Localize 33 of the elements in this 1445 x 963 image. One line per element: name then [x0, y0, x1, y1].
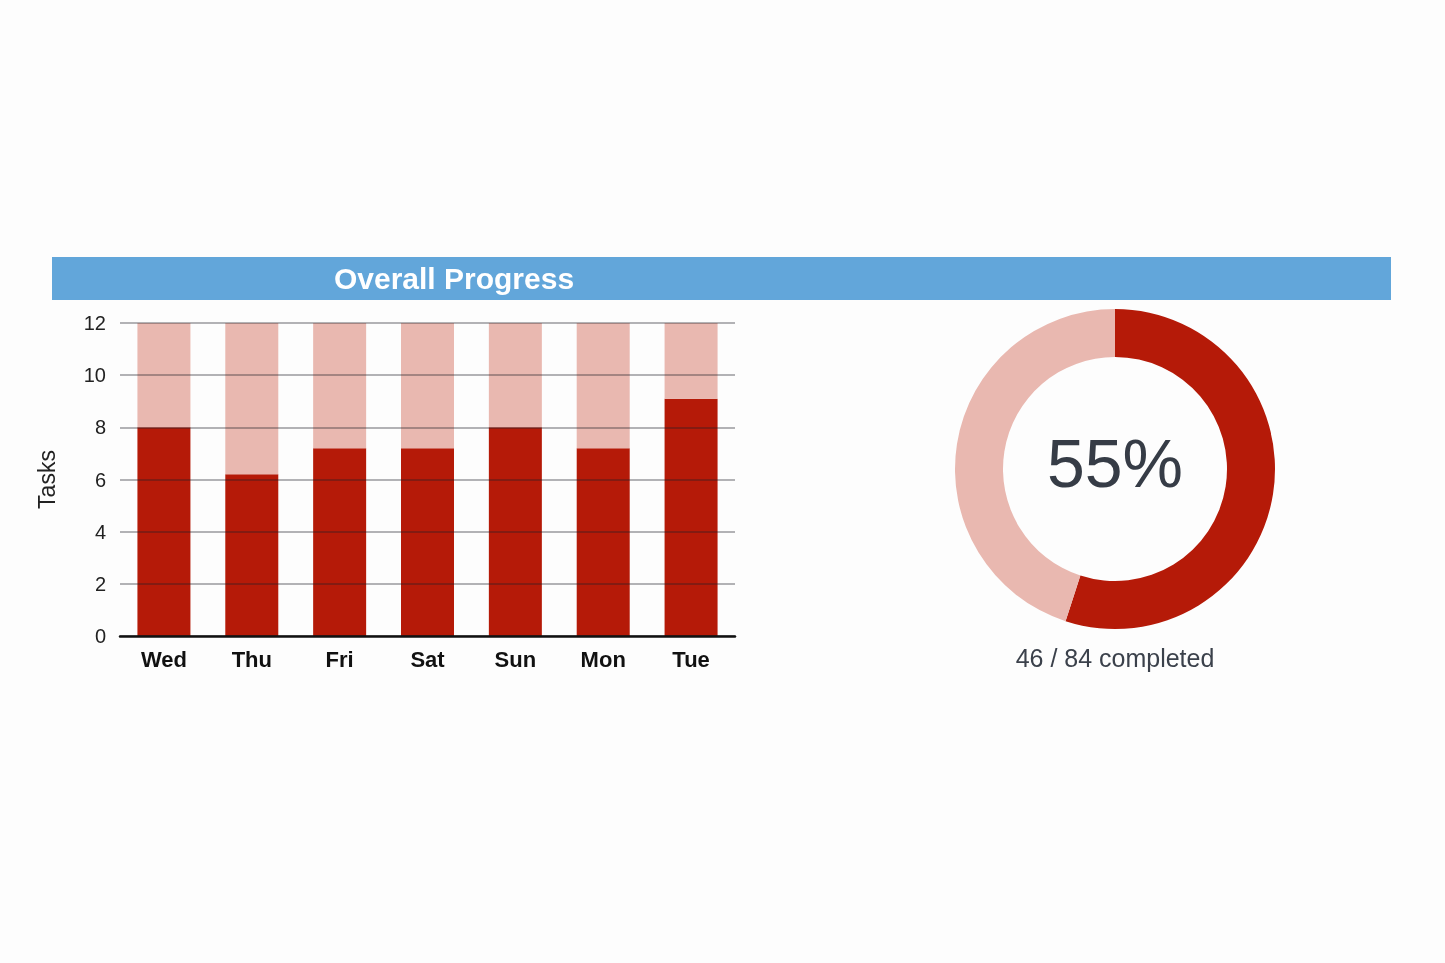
- y-tick-label: 6: [94, 468, 106, 491]
- y-tick-label: 12: [83, 312, 106, 334]
- bar: [401, 323, 454, 449]
- y-tick-label: 10: [83, 364, 106, 387]
- bar: [488, 323, 542, 428]
- x-tick-label: Tue: [672, 646, 710, 672]
- x-tick-label: Sat: [410, 646, 446, 672]
- bar: [401, 448, 454, 636]
- y-tick-label: 4: [94, 520, 106, 543]
- y-tick-label: 8: [94, 416, 106, 439]
- bar: [488, 427, 542, 636]
- bar: [664, 323, 718, 399]
- bar: [137, 323, 191, 428]
- y-tick-label: 0: [94, 625, 106, 647]
- y-axis-title: Tasks: [33, 450, 60, 509]
- header-banner: Overall Progress: [52, 257, 1391, 300]
- x-tick-label: Thu: [231, 646, 272, 672]
- x-tick-label: Sun: [494, 646, 537, 672]
- bar: [313, 448, 367, 636]
- bar: [576, 323, 630, 449]
- y-tick-label: 2: [94, 572, 106, 595]
- bar: [313, 323, 367, 449]
- bar: [225, 323, 279, 475]
- x-tick-label: Mon: [580, 646, 626, 672]
- text: 55%: [1046, 425, 1184, 501]
- x-tick-label: Wed: [140, 646, 187, 672]
- bar: [664, 398, 718, 636]
- x-tick-label: Fri: [325, 646, 354, 672]
- chart-title: Overall Progress: [333, 261, 575, 296]
- bar: [225, 474, 279, 636]
- bar: [576, 448, 630, 636]
- text: 46 / 84 completed: [1015, 643, 1215, 672]
- bar: [137, 427, 191, 636]
